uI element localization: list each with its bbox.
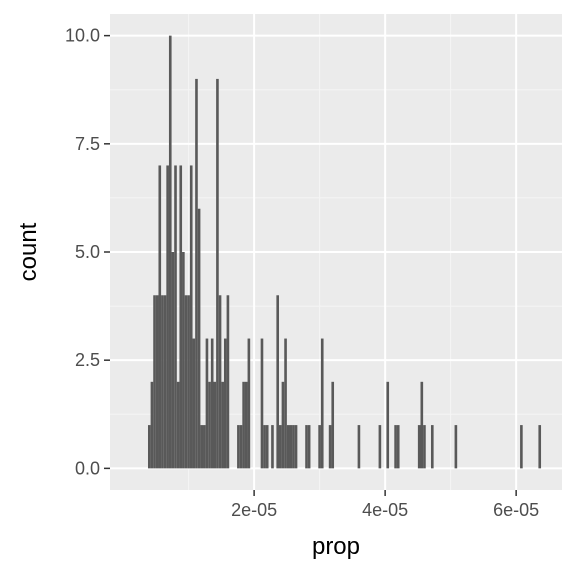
- histogram-bar: [163, 295, 167, 469]
- histogram-bar: [205, 338, 209, 469]
- histogram-bar: [328, 425, 332, 469]
- histogram-bar: [153, 295, 156, 469]
- histogram-bar: [318, 425, 321, 469]
- histogram-bar: [538, 425, 542, 469]
- histogram-bar: [305, 425, 308, 469]
- histogram-bar: [226, 295, 230, 469]
- y-axis-title: count: [15, 222, 42, 281]
- y-tick-label: 5.0: [75, 242, 100, 262]
- histogram-bar: [394, 425, 397, 469]
- histogram-bar: [182, 252, 185, 469]
- histogram-bar: [223, 338, 227, 469]
- histogram-bars: [147, 35, 542, 469]
- histogram-bar: [218, 295, 222, 469]
- histogram-bar: [187, 295, 190, 469]
- histogram-bar: [213, 381, 217, 469]
- histogram-bar: [155, 295, 159, 469]
- histogram-bar: [174, 165, 177, 469]
- x-tick-label: 2e-05: [231, 500, 277, 520]
- histogram-bar: [197, 208, 201, 469]
- histogram-bar: [281, 381, 285, 469]
- histogram-bar: [176, 381, 180, 469]
- histogram-bar: [200, 425, 204, 469]
- histogram-bar: [320, 338, 324, 469]
- histogram-bar: [260, 338, 264, 469]
- histogram-bar: [420, 381, 424, 469]
- y-tick-label: 0.0: [75, 458, 100, 478]
- histogram-bar: [192, 338, 196, 469]
- y-tick-label: 10.0: [65, 26, 100, 46]
- histogram-bar: [276, 295, 280, 469]
- histogram-bar: [208, 381, 211, 469]
- histogram-bar: [247, 338, 251, 469]
- histogram-bar: [357, 425, 361, 469]
- histogram-bar: [286, 425, 290, 469]
- histogram-bar: [386, 381, 390, 469]
- histogram-bar: [284, 338, 287, 469]
- histogram-bar: [417, 425, 421, 469]
- x-axis-title: prop: [312, 533, 360, 560]
- histogram-bar: [289, 425, 293, 469]
- histogram-bar: [263, 425, 266, 469]
- histogram-bar: [184, 295, 188, 469]
- histogram-bar: [279, 425, 282, 469]
- y-axis-ticks: 0.0 2.5 5.0 7.5 10.0: [65, 26, 110, 478]
- histogram-bar: [189, 165, 193, 469]
- histogram-bar: [520, 425, 523, 469]
- histogram-bar: [203, 425, 206, 469]
- histogram-bar: [423, 425, 426, 469]
- histogram-bar: [265, 425, 269, 469]
- histogram-bar: [195, 78, 198, 469]
- x-axis-ticks: 2e-05 4e-05 6e-05: [231, 490, 539, 520]
- histogram-bar: [396, 425, 400, 469]
- histogram-bar: [294, 425, 298, 469]
- histogram-bar: [147, 425, 151, 469]
- histogram-bar: [378, 425, 382, 469]
- histogram-bar: [171, 252, 175, 469]
- y-tick-label: 7.5: [75, 134, 100, 154]
- x-tick-label: 4e-05: [362, 500, 408, 520]
- x-tick-label: 6e-05: [493, 500, 539, 520]
- histogram-bar: [292, 425, 295, 469]
- histogram-bar: [168, 35, 172, 469]
- histogram-bar: [307, 425, 311, 469]
- histogram-bar: [150, 381, 154, 469]
- y-tick-label: 2.5: [75, 350, 100, 370]
- histogram-bar: [239, 425, 243, 469]
- histogram-bar: [210, 338, 214, 469]
- histogram-bar: [158, 165, 162, 469]
- histogram-bar: [216, 78, 219, 469]
- histogram-bar: [244, 381, 248, 469]
- histogram-bar: [179, 165, 183, 469]
- histogram-bar: [166, 165, 169, 469]
- histogram-bar: [271, 425, 274, 469]
- histogram-bar: [430, 425, 434, 469]
- histogram-bar: [242, 381, 245, 469]
- histogram-bar: [161, 295, 164, 469]
- histogram-bar: [454, 425, 458, 469]
- histogram-bar: [237, 425, 240, 469]
- histogram-bar: [331, 381, 335, 469]
- histogram-bar: [221, 381, 224, 469]
